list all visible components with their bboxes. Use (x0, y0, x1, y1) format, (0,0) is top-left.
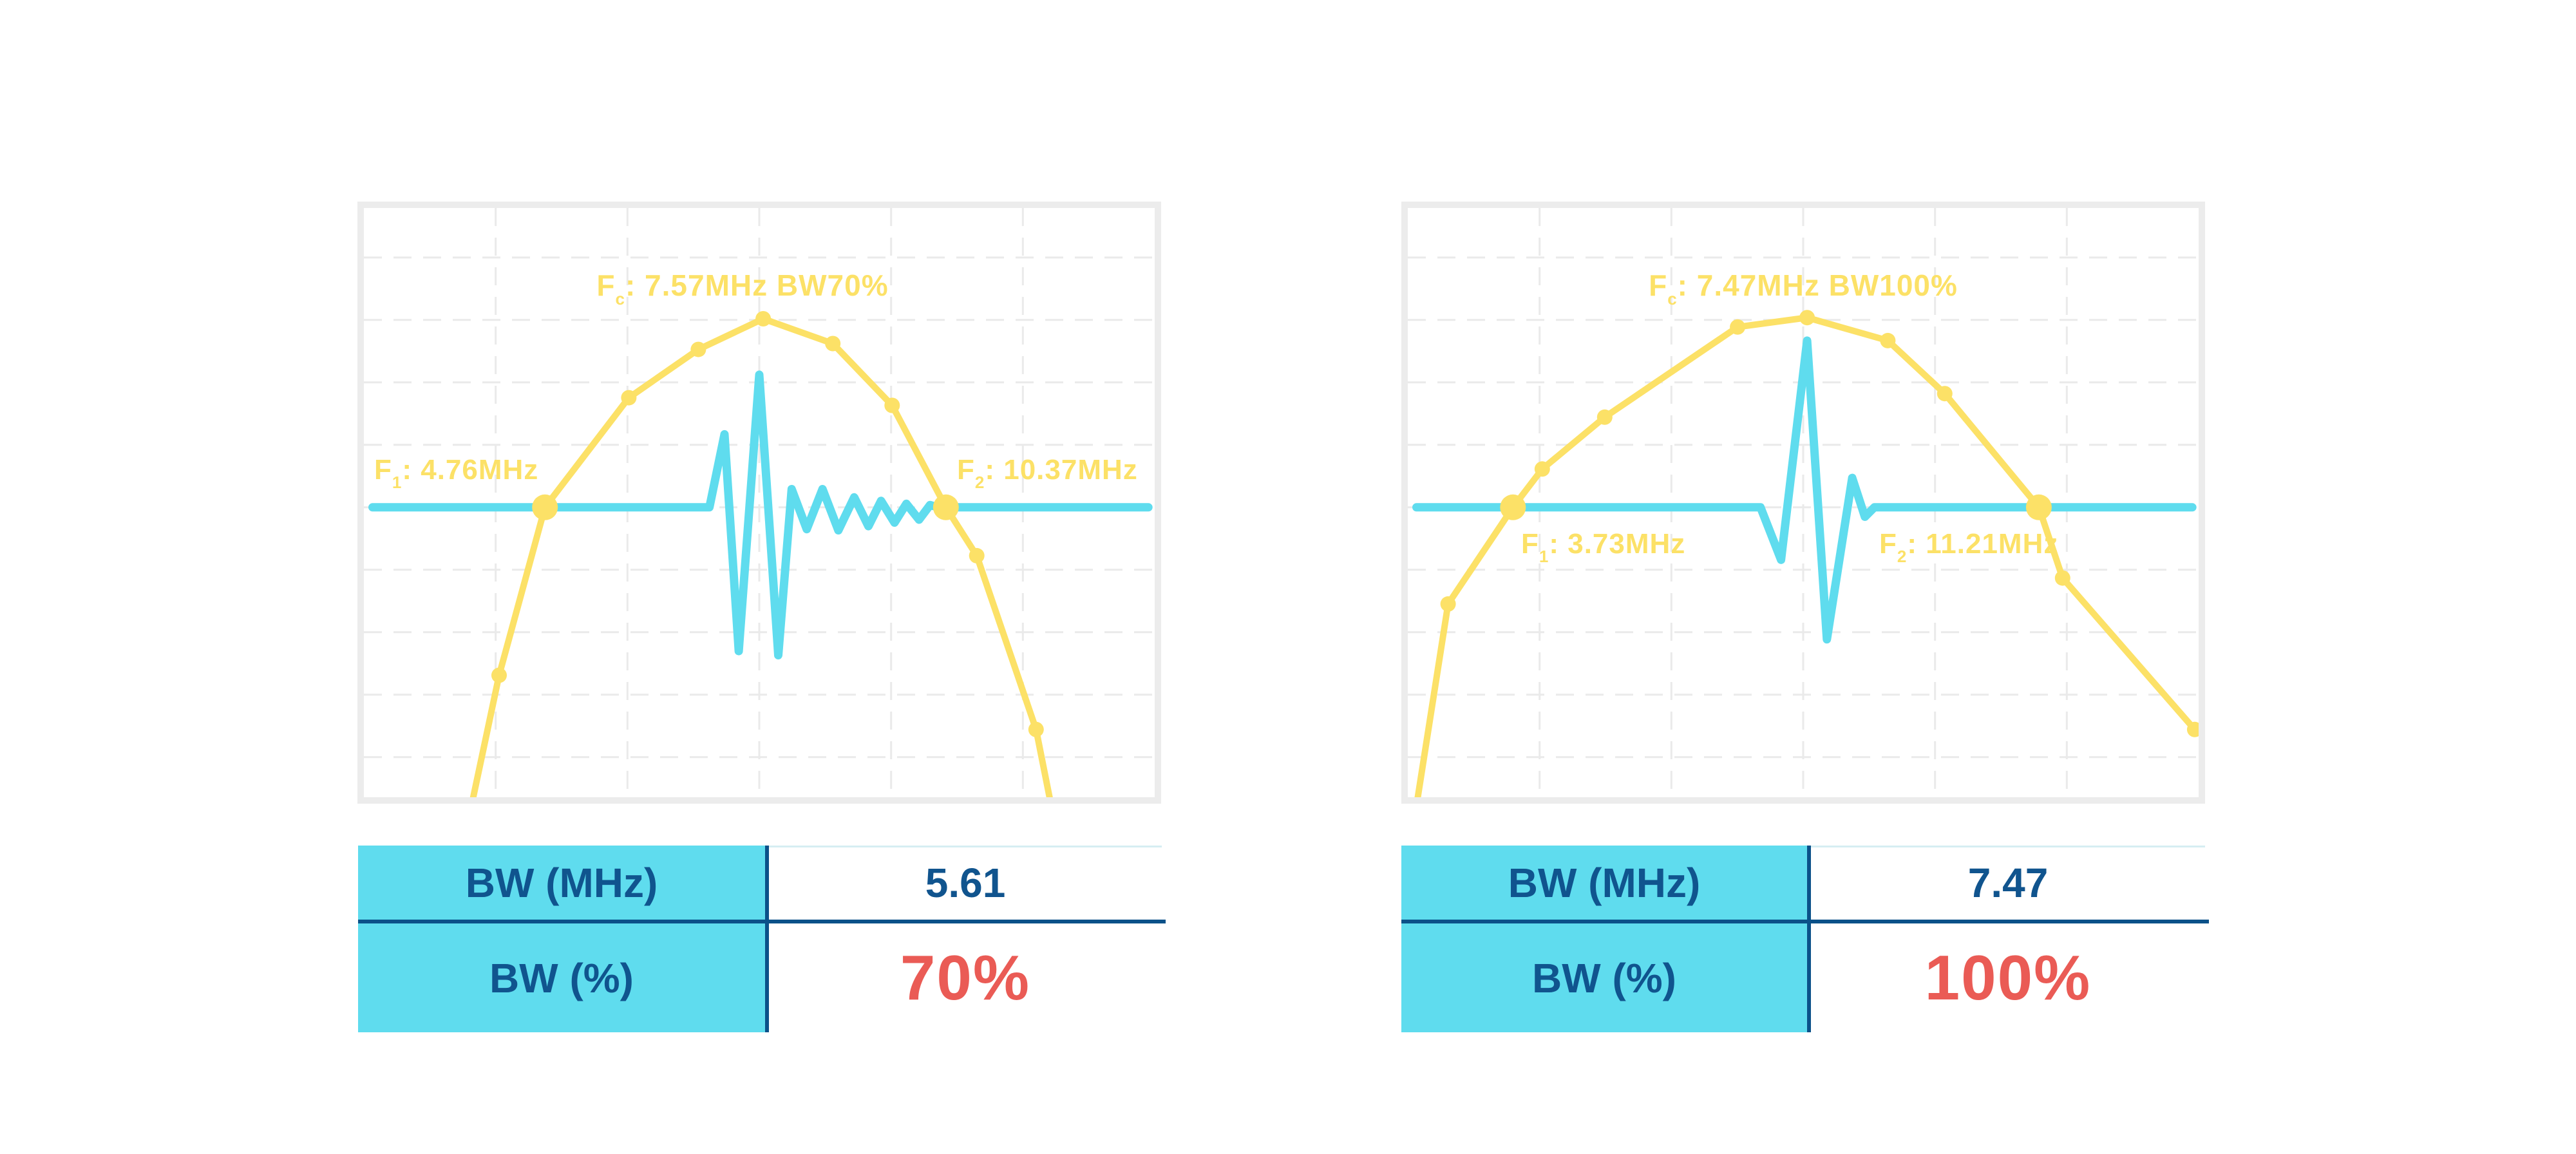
envelope-dot (969, 547, 985, 563)
table-label-column (358, 846, 765, 1032)
f2-annotation: F2: 11.21MHz (1879, 528, 2059, 565)
spectrum-envelope-curve (469, 316, 1053, 797)
envelope-dot (1880, 332, 1896, 348)
table-column-divider (1807, 846, 1811, 1032)
fc-value-text: : 7.57MHz BW70% (625, 269, 889, 302)
envelope-dot (1028, 721, 1044, 737)
f2-subscript: 2 (1897, 547, 1908, 566)
pulse-waveform (368, 370, 1153, 659)
envelope-dot (690, 341, 706, 357)
bw-pct-label: BW (%) (489, 954, 634, 1001)
envelope-dot (1730, 319, 1746, 335)
spectrum-chart-bw100 (1408, 208, 2199, 797)
f1-annotation: F1: 3.73MHz (1521, 528, 1686, 565)
table-row-divider (358, 920, 1166, 923)
bw-table-right: BW (MHz) 7.47 BW (%) 100% (1401, 846, 2209, 1032)
envelope-dot (1440, 596, 1456, 612)
bw-mhz-value: 7.47 (1967, 859, 2049, 906)
bw-mhz-value: 5.61 (925, 859, 1006, 906)
envelope-dot (1596, 409, 1613, 425)
envelope-dot (2186, 721, 2199, 737)
spectrum-chart-bw70 (364, 208, 1155, 797)
f1-symbol: F (374, 454, 392, 486)
f2-annotation: F2: 10.37MHz (957, 454, 1138, 491)
envelope-dot (1937, 386, 1953, 402)
table-top-hairline (765, 846, 1162, 847)
f1-annotation: F1: 4.76MHz (374, 454, 539, 491)
spectrum-panel-bw100: Fc: 7.47MHz BW100% F1: 3.73MHz F2: 11.21… (1401, 202, 2205, 804)
f2-subscript: 2 (974, 473, 985, 492)
cutoff-frequency-dot (2025, 494, 2052, 520)
f2-symbol: F (1879, 528, 1897, 560)
pulse-waveform (1412, 336, 2197, 644)
envelope-dot (2054, 570, 2070, 586)
spectrum-panel-bw70: Fc: 7.57MHz BW70% F1: 4.76MHz F2: 10.37M… (357, 202, 1161, 804)
f2-value-text: : 10.37MHz (985, 454, 1138, 486)
f1-subscript: 1 (1539, 547, 1549, 566)
table-column-divider (765, 846, 769, 1032)
envelope-dot (755, 311, 772, 326)
fc-symbol: F (596, 269, 616, 302)
f1-value-text: : 4.76MHz (402, 454, 539, 486)
envelope-dot (491, 667, 507, 683)
envelope-dot (825, 336, 841, 352)
chart-title: Fc: 7.47MHz BW100% (1408, 269, 2199, 307)
bw-pct-value: 100% (1924, 942, 2092, 1013)
fc-symbol: F (1649, 269, 1668, 302)
cutoff-frequency-dot (933, 494, 959, 520)
f1-symbol: F (1521, 528, 1539, 560)
fc-value-text: : 7.47MHz BW100% (1677, 269, 1958, 302)
envelope-dot (884, 397, 900, 413)
cutoff-frequency-dot (532, 494, 558, 520)
table-row-divider (1401, 920, 2209, 923)
envelope-dot (621, 390, 637, 406)
f2-symbol: F (957, 454, 975, 486)
cutoff-frequency-dot (1500, 494, 1526, 520)
chart-title: Fc: 7.57MHz BW70% (347, 269, 1138, 307)
fc-subscript: c (615, 289, 625, 308)
table-label-column (1401, 846, 1807, 1032)
bw-mhz-label: BW (MHz) (1508, 859, 1701, 906)
fc-subscript: c (1667, 289, 1678, 308)
f2-value-text: : 11.21MHz (1907, 528, 2059, 560)
table-top-hairline (1807, 846, 2205, 847)
bw-pct-value: 70% (900, 942, 1031, 1013)
f1-value-text: : 3.73MHz (1549, 528, 1686, 560)
bw-mhz-label: BW (MHz) (465, 859, 658, 906)
envelope-dot (1799, 310, 1815, 326)
bw-pct-label: BW (%) (1532, 954, 1676, 1001)
bw-table-left: BW (MHz) 5.61 BW (%) 70% (358, 846, 1166, 1032)
f1-subscript: 1 (392, 473, 402, 492)
envelope-dot (1534, 461, 1550, 477)
